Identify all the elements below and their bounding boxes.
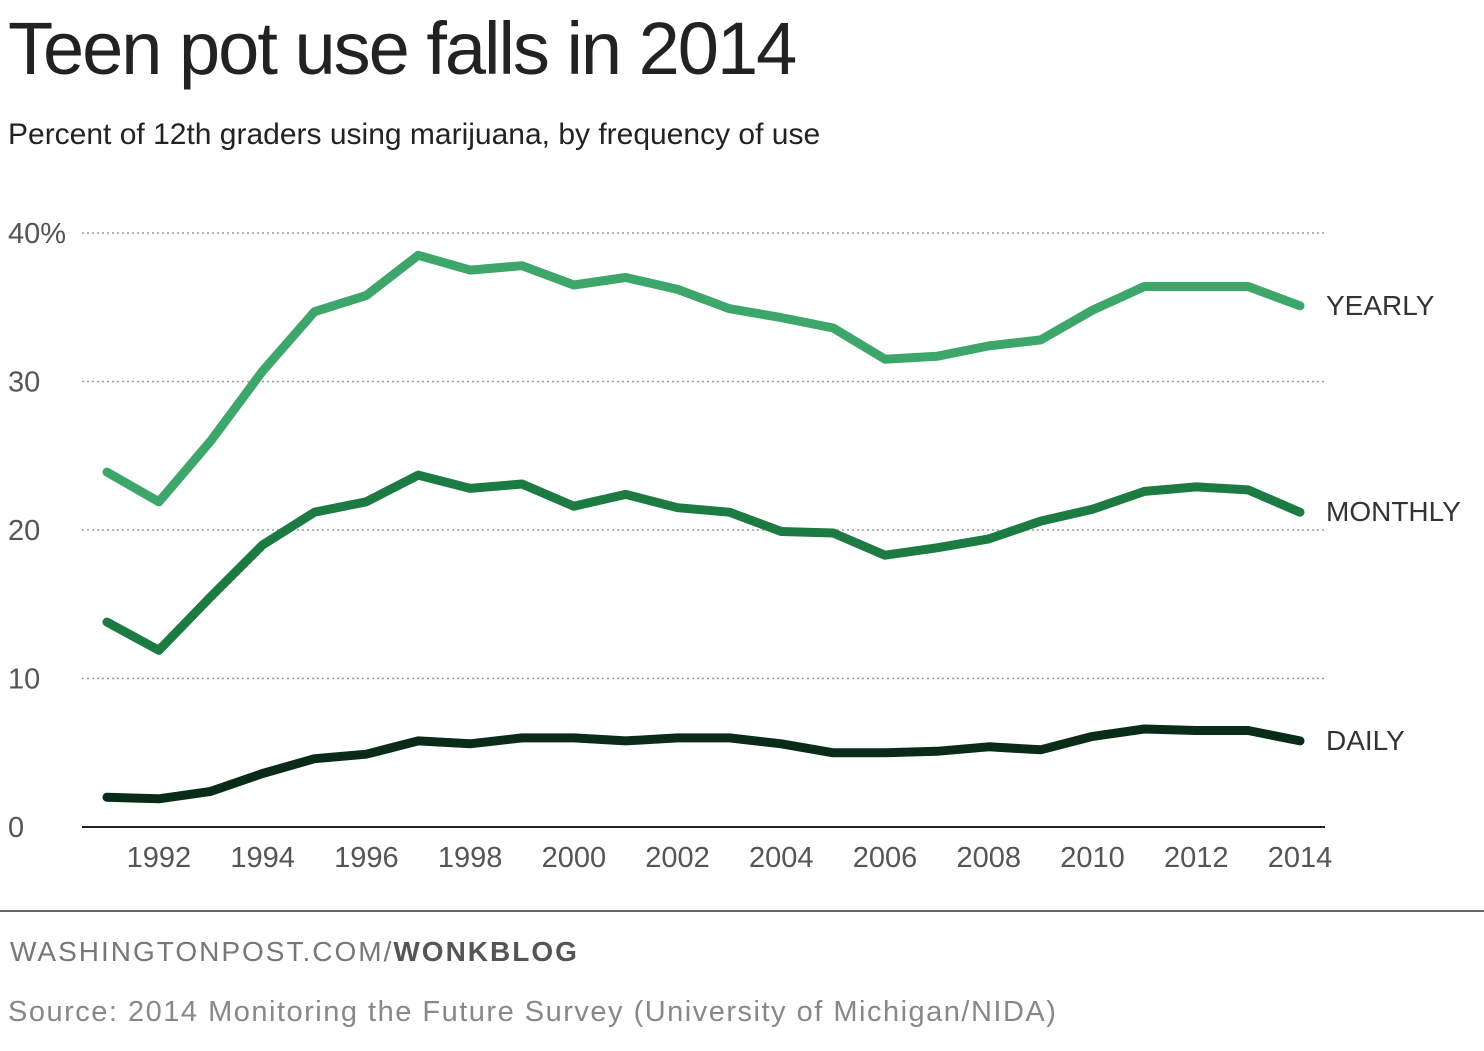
series-line-monthly — [102, 470, 1305, 655]
credit-brand: WONKBLOG — [393, 936, 579, 967]
x-tick-label: 2010 — [1060, 842, 1125, 874]
x-tick-label: 2000 — [542, 842, 607, 874]
series-line-yearly — [102, 250, 1305, 507]
x-tick-label: 1994 — [230, 842, 295, 874]
x-tick-label: 2014 — [1268, 842, 1333, 874]
y-tick-label: 20 — [8, 515, 40, 547]
series-label-monthly: MONTHLY — [1326, 496, 1461, 527]
chart-title: Teen pot use falls in 2014 — [8, 7, 797, 90]
series-line-daily — [102, 724, 1305, 804]
x-tick-label: 1996 — [334, 842, 399, 874]
x-tick-label: 2006 — [853, 842, 918, 874]
y-tick-label: 40% — [8, 218, 66, 250]
footer-divider — [0, 910, 1484, 912]
x-tick-label: 2012 — [1164, 842, 1229, 874]
x-tick-label: 2002 — [645, 842, 710, 874]
y-tick-label: 10 — [8, 664, 40, 696]
credit-line: WASHINGTONPOST.COM/WONKBLOG — [10, 936, 579, 968]
chart-subtitle: Percent of 12th graders using marijuana,… — [8, 118, 821, 151]
series-label-yearly: YEARLY — [1326, 290, 1435, 321]
x-tick-label: 1992 — [127, 842, 192, 874]
x-tick-label: 1998 — [438, 842, 503, 874]
series-label-daily: DAILY — [1326, 725, 1405, 756]
credit-prefix: WASHINGTONPOST.COM/ — [10, 936, 394, 967]
source-note: Source: 2014 Monitoring the Future Surve… — [8, 996, 1058, 1028]
x-tick-label: 2008 — [957, 842, 1022, 874]
y-tick-label: 0 — [8, 812, 24, 844]
y-tick-label: 30 — [8, 367, 40, 399]
line-chart: 0 10 20 30 40% 1992 1994 1996 1998 2000 2002 2004 20… — [8, 218, 1461, 874]
x-tick-label: 2004 — [749, 842, 814, 874]
